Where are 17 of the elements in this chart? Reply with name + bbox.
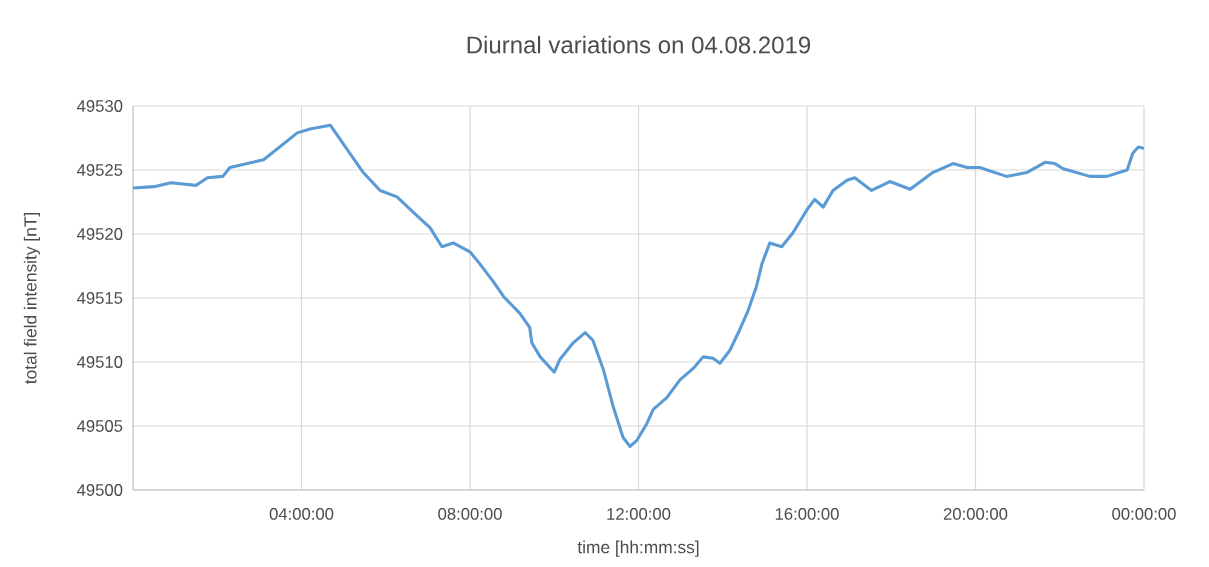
y-tick-label: 49530 [77,100,123,112]
x-tick-label: 04:00:00 [269,508,334,520]
line-series [133,123,1144,449]
x-tick-label: 12:00:00 [607,508,671,520]
y-tick-label: 49500 [77,484,123,496]
y-axis-title: total field intensity [nT] [23,213,40,384]
y-tick-label: 49505 [77,420,123,432]
x-axis-title: time [hh:mm:ss] [577,540,699,557]
y-tick-label: 49520 [77,228,123,240]
x-tick-label: 08:00:00 [438,508,502,520]
y-tick-label: 49510 [77,356,123,368]
y-tick-label: 49525 [77,164,123,176]
x-tick-label: 16:00:00 [775,508,839,520]
x-tick-label: 20:00:00 [943,508,1008,520]
x-tick-label: 00:00:00 [1112,508,1176,520]
y-tick-label: 49515 [77,292,123,304]
chart-title: Diurnal variations on 04.08.2019 [467,35,811,54]
